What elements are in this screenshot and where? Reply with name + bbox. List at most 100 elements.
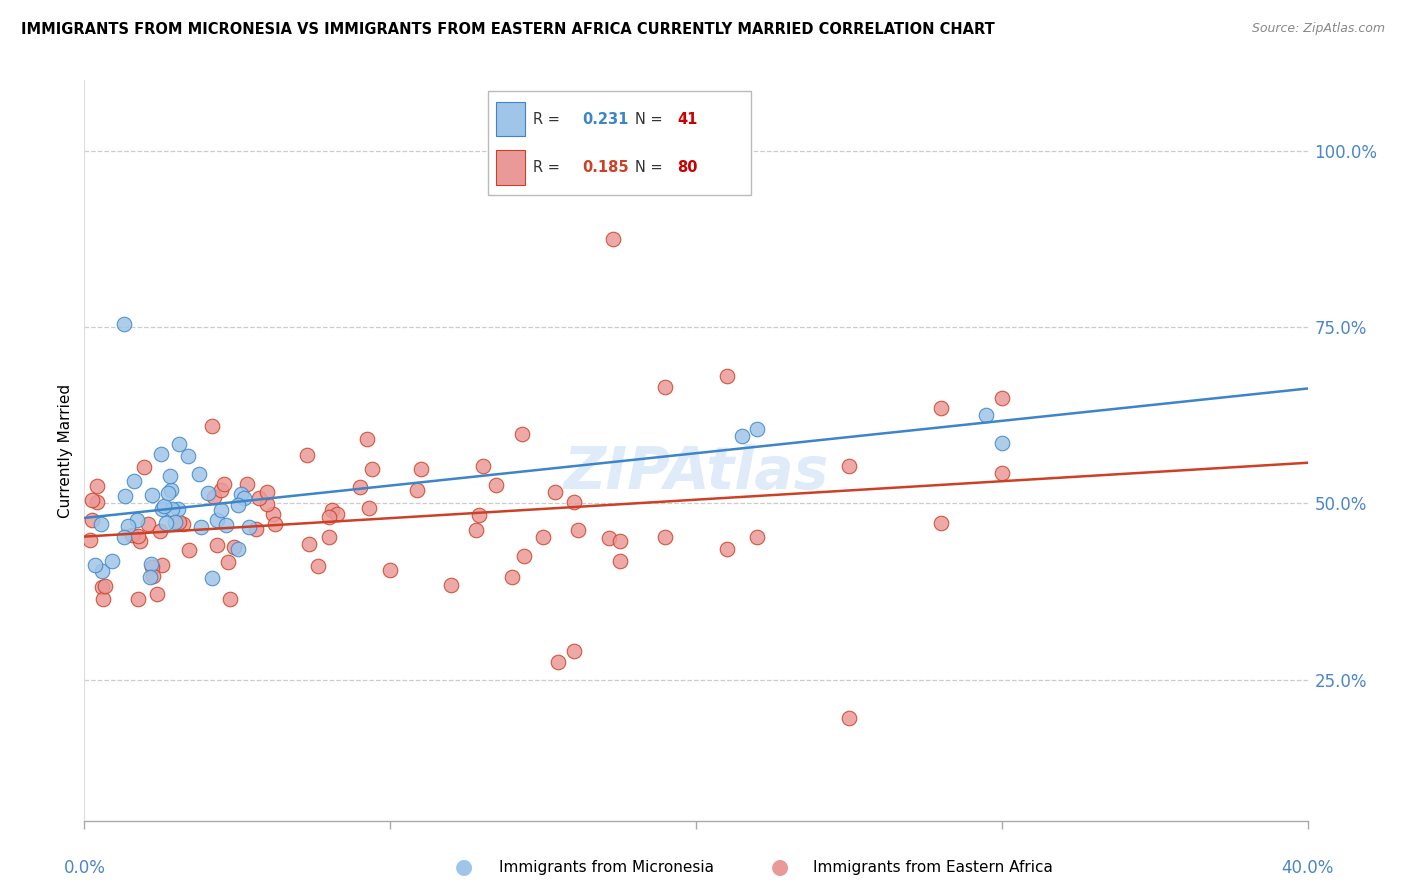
Point (224, 540, 246, 554)
Point (202, 490, 225, 504)
Point (465, 523, 488, 537)
Point (82, 513, 104, 527)
Point (86, 479, 108, 493)
Point (160, 502, 183, 516)
Point (747, 422, 769, 436)
Point (485, 478, 508, 492)
Text: ●: ● (772, 857, 789, 877)
Point (101, 554, 124, 568)
Point (148, 524, 170, 538)
Point (236, 477, 259, 491)
Point (83, 558, 105, 572)
Point (90, 517, 112, 532)
Y-axis label: Currently Married: Currently Married (58, 384, 73, 517)
Point (112, 530, 135, 544)
Text: Source: ZipAtlas.com: Source: ZipAtlas.com (1251, 22, 1385, 36)
Point (139, 570, 162, 584)
Point (233, 491, 256, 505)
Point (609, 533, 631, 548)
Point (127, 529, 149, 543)
Point (356, 432, 378, 446)
Point (217, 555, 239, 569)
Point (127, 592, 149, 607)
Point (256, 497, 278, 511)
Point (159, 468, 181, 483)
Point (991, 436, 1014, 450)
Point (502, 570, 524, 584)
Point (215, 518, 238, 533)
Point (190, 519, 212, 533)
Point (654, 530, 676, 544)
Point (349, 480, 371, 494)
Point (531, 530, 554, 544)
Point (747, 530, 769, 544)
Point (567, 523, 589, 537)
Point (359, 501, 381, 516)
Text: 0.0%: 0.0% (63, 859, 105, 878)
Point (929, 516, 952, 530)
Point (256, 485, 278, 500)
Text: ZIPAtlas: ZIPAtlas (564, 444, 828, 501)
Point (380, 563, 402, 577)
Point (150, 558, 173, 573)
Point (197, 486, 219, 500)
Point (167, 515, 190, 529)
Point (187, 467, 209, 481)
Point (155, 516, 177, 530)
Point (79, 533, 101, 548)
Point (513, 549, 536, 563)
Point (468, 508, 491, 522)
Point (209, 503, 232, 517)
Point (90, 580, 112, 594)
Point (141, 559, 163, 574)
Point (307, 558, 329, 573)
Point (122, 474, 145, 488)
Point (160, 483, 183, 498)
Point (731, 429, 754, 443)
Point (838, 458, 860, 473)
Point (409, 461, 432, 475)
Text: Immigrants from Eastern Africa: Immigrants from Eastern Africa (813, 860, 1053, 874)
Point (716, 541, 738, 556)
Point (142, 569, 165, 583)
Point (177, 449, 200, 463)
Point (544, 485, 567, 500)
Point (117, 518, 139, 533)
Text: Immigrants from Micronesia: Immigrants from Micronesia (499, 860, 714, 874)
Point (361, 462, 384, 476)
Point (602, 232, 624, 246)
Point (263, 517, 285, 532)
Point (929, 401, 952, 416)
Point (128, 534, 150, 549)
Point (201, 571, 224, 585)
Point (472, 459, 495, 474)
Point (165, 515, 187, 529)
Point (82, 493, 104, 508)
Point (976, 408, 998, 422)
Point (218, 591, 240, 606)
Point (231, 487, 253, 501)
Point (214, 476, 236, 491)
Point (562, 644, 585, 658)
Point (838, 711, 860, 725)
Point (127, 513, 149, 527)
Point (991, 466, 1014, 480)
Point (547, 655, 569, 669)
Point (991, 391, 1014, 405)
Point (295, 448, 318, 462)
Point (149, 447, 172, 461)
Point (91, 591, 114, 606)
Point (94, 579, 117, 593)
Point (141, 488, 163, 502)
Point (91, 565, 114, 579)
Point (156, 485, 179, 500)
Point (262, 507, 284, 521)
Point (716, 369, 738, 384)
Point (562, 495, 585, 509)
Point (112, 317, 135, 331)
Point (121, 528, 143, 542)
Point (132, 459, 155, 474)
Point (114, 489, 136, 503)
Point (146, 587, 169, 601)
Point (136, 516, 159, 531)
